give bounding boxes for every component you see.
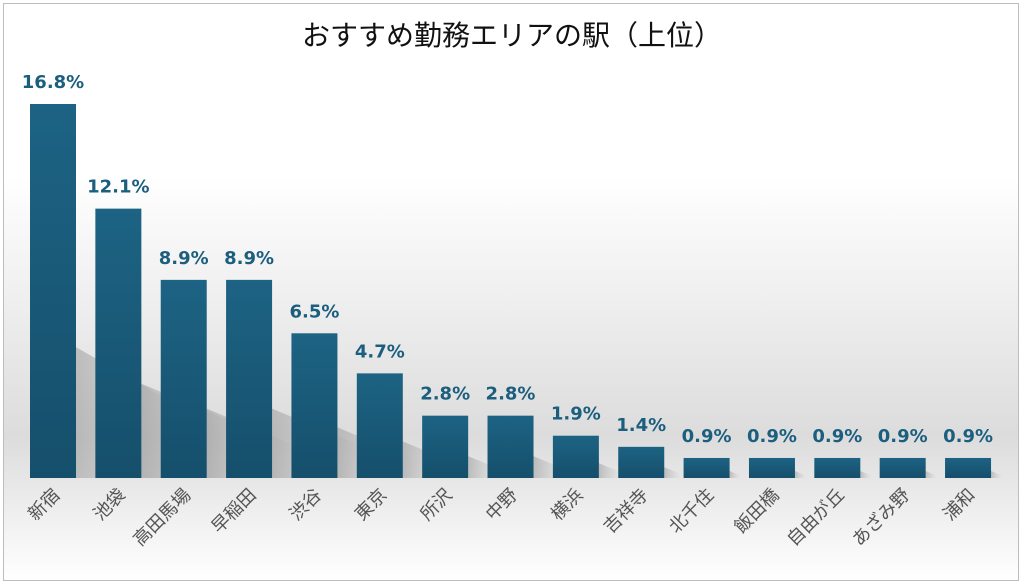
bar-所沢 — [422, 415, 469, 478]
value-label: 8.9% — [159, 248, 209, 269]
category-label: 東京 — [351, 485, 391, 525]
category-label: 自由が丘 — [783, 485, 849, 551]
value-label: 1.4% — [616, 415, 666, 436]
category-label: 新宿 — [24, 485, 64, 525]
category-label: あざみ野 — [848, 484, 914, 550]
bar-shadow — [925, 470, 937, 478]
bar-池袋 — [95, 208, 142, 478]
bar-自由が丘 — [814, 457, 861, 478]
value-label: 4.7% — [355, 341, 405, 362]
bar-北千住 — [683, 457, 730, 478]
value-label: 6.5% — [289, 301, 339, 322]
bar-shadow — [860, 470, 872, 478]
bar-浦和 — [945, 457, 992, 478]
bar-shadow — [664, 467, 682, 478]
bar-横浜 — [552, 435, 599, 478]
category-label: 横浜 — [547, 485, 587, 525]
value-label: 12.1% — [87, 177, 149, 198]
category-label: 早稲田 — [208, 485, 261, 538]
bar-shadow — [729, 470, 741, 478]
value-label: 0.9% — [812, 426, 862, 447]
value-label: 8.9% — [224, 248, 274, 269]
category-label: 中野 — [482, 485, 522, 525]
category-label: 浦和 — [939, 485, 979, 525]
bar-吉祥寺 — [618, 446, 665, 478]
category-label: 北千住 — [665, 485, 718, 538]
bar-中野 — [487, 415, 534, 478]
category-label: 所沢 — [416, 485, 456, 525]
bar-飯田橋 — [748, 457, 795, 478]
category-label: 渋谷 — [286, 485, 326, 525]
bar-早稲田 — [226, 279, 273, 478]
category-label: 吉祥寺 — [600, 485, 653, 538]
bar-渋谷 — [291, 333, 338, 478]
bar-高田馬場 — [160, 279, 207, 478]
bar-あざみ野 — [879, 457, 926, 478]
value-label: 0.9% — [682, 426, 732, 447]
bar-shadow — [991, 470, 1003, 478]
category-labels: 新宿 池袋 高田馬場 早稲田 渋谷 東京 所沢 中野 横浜 吉祥寺 北千住 飯田橋 自由が丘 あざみ野 浦和 — [24, 484, 979, 550]
bar-shadows — [76, 347, 1003, 478]
value-label: 2.8% — [420, 384, 470, 405]
value-label: 0.9% — [943, 426, 993, 447]
bar-shadow — [598, 463, 623, 478]
bars-group — [30, 104, 992, 478]
value-label: 1.9% — [551, 404, 601, 425]
value-label: 2.8% — [486, 384, 536, 405]
category-label: 高田馬場 — [129, 485, 195, 551]
value-label: 0.9% — [747, 426, 797, 447]
value-labels: 16.8% 12.1% 8.9% 8.9% 6.5% 4.7% 2.8% 2.8% 1.9% 1.… — [22, 72, 993, 447]
value-label: 16.8% — [22, 72, 84, 93]
bar-新宿 — [30, 104, 76, 478]
chart-title: おすすめ勤務エリアの駅（上位） — [301, 19, 722, 52]
category-label: 池袋 — [90, 485, 130, 525]
bar-shadow — [794, 470, 806, 478]
bar-東京 — [356, 373, 403, 478]
value-label: 0.9% — [878, 426, 928, 447]
category-label: 飯田橋 — [730, 485, 783, 538]
